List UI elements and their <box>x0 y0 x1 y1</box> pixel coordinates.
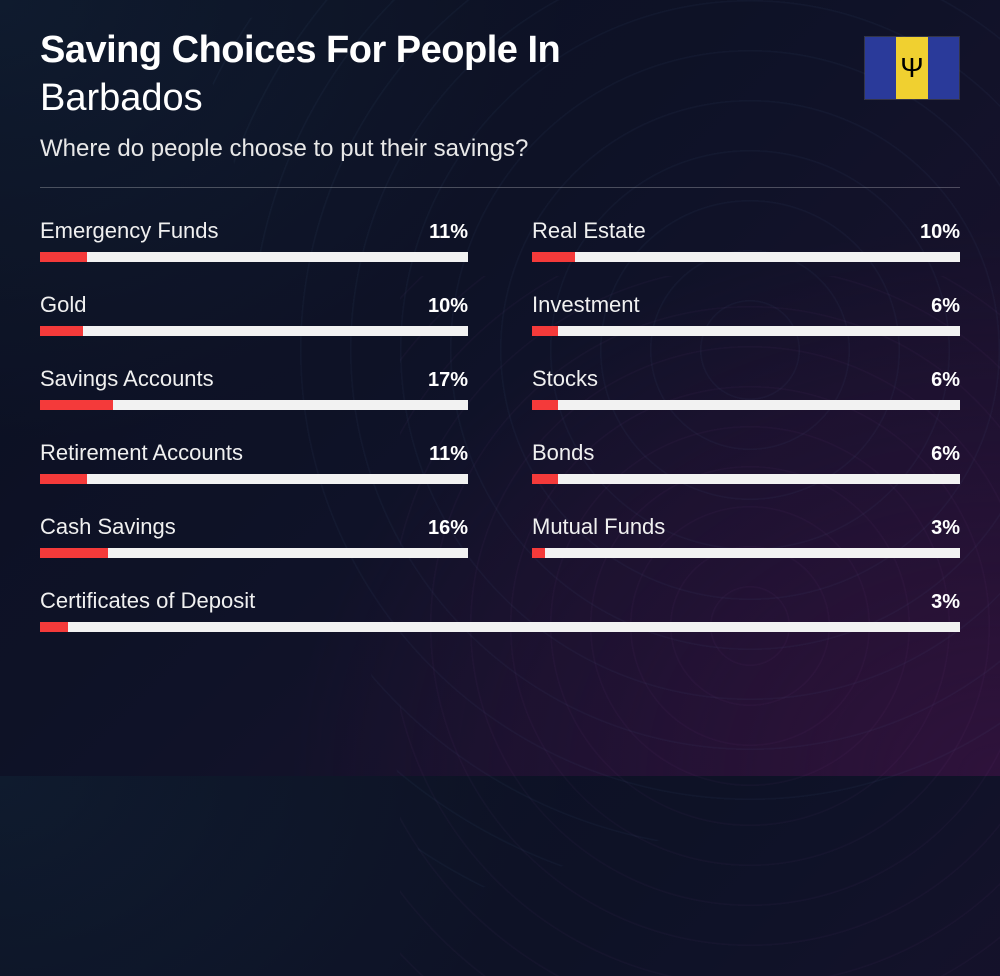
chart-item-header: Emergency Funds 11% <box>40 218 468 244</box>
flag-stripe-right <box>928 37 959 99</box>
chart-item-value: 11% <box>429 221 468 244</box>
bar-track <box>532 326 960 336</box>
chart-item-header: Retirement Accounts 11% <box>40 440 468 466</box>
chart-item-header: Stocks 6% <box>532 366 960 392</box>
chart-item-header: Gold 10% <box>40 292 468 318</box>
chart-item-header: Bonds 6% <box>532 440 960 466</box>
chart-item-label: Gold <box>40 292 86 318</box>
chart-grid: Emergency Funds 11% Real Estate 10% Gold 10% I… <box>40 218 960 632</box>
chart-item-label: Bonds <box>532 440 594 466</box>
chart-item: Savings Accounts 17% <box>40 366 468 410</box>
title-line-1: Saving Choices For People In <box>40 30 864 72</box>
chart-item-header: Cash Savings 16% <box>40 514 468 540</box>
chart-item-value: 10% <box>428 295 468 318</box>
chart-item-value: 16% <box>428 517 468 540</box>
chart-item-value: 17% <box>428 369 468 392</box>
bar-track <box>40 548 468 558</box>
bar-fill <box>532 400 558 410</box>
bar-track <box>40 474 468 484</box>
bar-fill <box>40 400 113 410</box>
chart-item: Gold 10% <box>40 292 468 336</box>
chart-item: Emergency Funds 11% <box>40 218 468 262</box>
bar-fill <box>532 474 558 484</box>
bar-fill <box>40 474 87 484</box>
chart-item-header: Real Estate 10% <box>532 218 960 244</box>
bar-fill <box>532 252 575 262</box>
bar-track <box>40 326 468 336</box>
bar-fill <box>40 548 108 558</box>
bar-fill <box>532 326 558 336</box>
chart-item-header: Investment 6% <box>532 292 960 318</box>
chart-item: Cash Savings 16% <box>40 514 468 558</box>
chart-item-label: Retirement Accounts <box>40 440 243 466</box>
chart-item-value: 6% <box>931 369 960 392</box>
chart-item-header: Savings Accounts 17% <box>40 366 468 392</box>
flag-stripe-left <box>865 37 896 99</box>
chart-item: Mutual Funds 3% <box>532 514 960 558</box>
chart-item-value: 3% <box>931 517 960 540</box>
chart-item: Investment 6% <box>532 292 960 336</box>
bar-track <box>40 252 468 262</box>
bar-track <box>40 400 468 410</box>
subtitle: Where do people choose to put their savi… <box>40 135 864 163</box>
chart-item-label: Stocks <box>532 366 598 392</box>
header: Saving Choices For People In Barbados Wh… <box>40 30 960 163</box>
flag-icon: Ψ <box>864 36 960 100</box>
bar-fill <box>532 548 545 558</box>
chart-item: Bonds 6% <box>532 440 960 484</box>
title-line-2: Barbados <box>40 76 864 122</box>
bar-track <box>40 622 960 632</box>
chart-item-header: Certificates of Deposit 3% <box>40 588 960 614</box>
trident-icon: Ψ <box>900 54 923 82</box>
title-block: Saving Choices For People In Barbados Wh… <box>40 30 864 163</box>
chart-item-value: 11% <box>429 443 468 466</box>
bar-track <box>532 252 960 262</box>
chart-item-label: Real Estate <box>532 218 646 244</box>
bar-fill <box>40 622 68 632</box>
chart-item-value: 3% <box>931 591 960 614</box>
flag-stripe-center: Ψ <box>896 37 927 99</box>
chart-item-label: Investment <box>532 292 640 318</box>
bar-fill <box>40 252 87 262</box>
chart-item-header: Mutual Funds 3% <box>532 514 960 540</box>
chart-item-label: Savings Accounts <box>40 366 214 392</box>
bar-fill <box>40 326 83 336</box>
chart-item: Certificates of Deposit 3% <box>40 588 960 632</box>
chart-item: Real Estate 10% <box>532 218 960 262</box>
chart-item-value: 6% <box>931 443 960 466</box>
bar-track <box>532 474 960 484</box>
chart-item-value: 6% <box>931 295 960 318</box>
chart-item-label: Mutual Funds <box>532 514 665 540</box>
chart-item: Stocks 6% <box>532 366 960 410</box>
chart-item-value: 10% <box>920 221 960 244</box>
bar-track <box>532 400 960 410</box>
chart-item: Retirement Accounts 11% <box>40 440 468 484</box>
bar-track <box>532 548 960 558</box>
chart-item-label: Emergency Funds <box>40 218 219 244</box>
chart-item-label: Cash Savings <box>40 514 176 540</box>
chart-item-label: Certificates of Deposit <box>40 588 255 614</box>
divider <box>40 187 960 188</box>
